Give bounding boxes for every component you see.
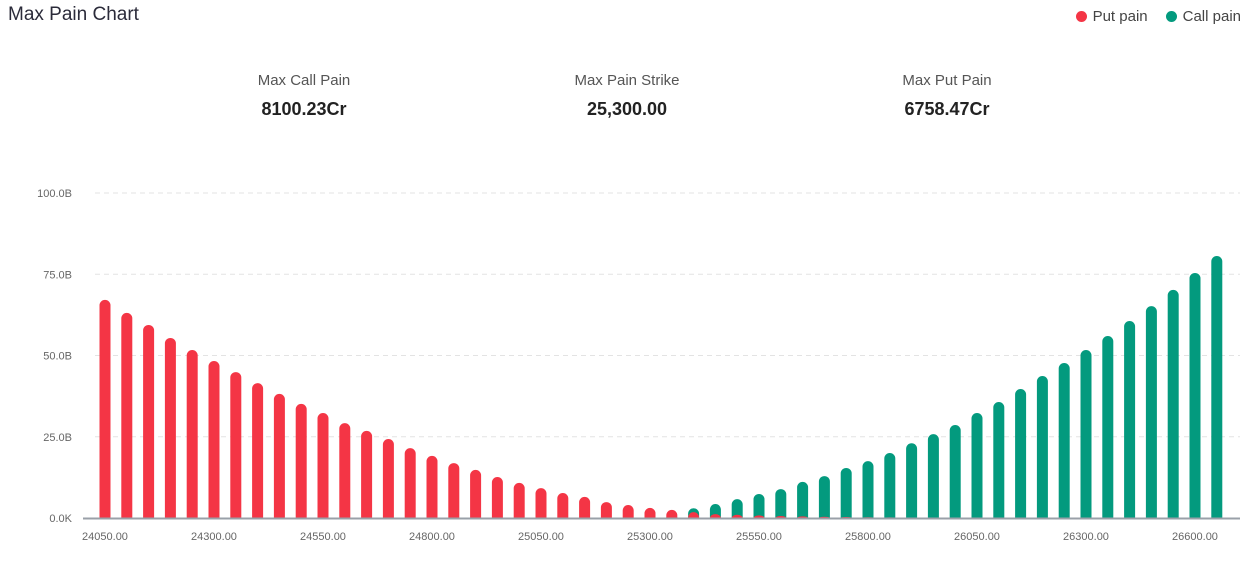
put-dot-icon bbox=[1075, 11, 1087, 22]
y-tick-label: 100.0B bbox=[37, 188, 72, 200]
put-pain-bar bbox=[273, 393, 285, 518]
call-pain-bar bbox=[1102, 336, 1114, 518]
stat-value: 25,300.00 bbox=[586, 99, 668, 119]
legend-item-call[interactable]: Call pain bbox=[1165, 8, 1241, 25]
call-pain-bar bbox=[949, 425, 961, 518]
put-pain-bar bbox=[99, 299, 111, 518]
y-tick-label: 25.0B bbox=[43, 432, 72, 444]
x-tick-label: 26600.00 bbox=[1172, 531, 1218, 543]
put-pain-bar bbox=[361, 430, 373, 518]
stat-label: Max Put Pain bbox=[902, 72, 992, 89]
stat-label: Max Call Pain bbox=[257, 72, 351, 89]
put-pain-bar bbox=[600, 502, 612, 518]
put-pain-bar bbox=[731, 514, 743, 518]
call-pain-bar bbox=[1124, 321, 1136, 518]
call-pain-bar bbox=[797, 481, 809, 518]
put-pain-bar bbox=[382, 439, 394, 518]
put-pain-bar bbox=[622, 505, 634, 518]
call-pain-bar bbox=[1189, 272, 1201, 518]
call-pain-bar bbox=[818, 476, 830, 518]
put-pain-bar bbox=[688, 512, 700, 518]
stat-label: Max Pain Strike bbox=[574, 72, 680, 89]
legend-label: Put pain bbox=[1092, 8, 1148, 25]
put-pain-bar bbox=[491, 477, 503, 518]
call-pain-bar bbox=[884, 453, 896, 518]
x-tick-label: 26300.00 bbox=[1063, 531, 1109, 543]
call-pain-bar bbox=[1036, 375, 1048, 518]
call-pain-bar bbox=[840, 467, 852, 518]
call-pain-bar bbox=[862, 461, 874, 518]
page-title: Max Pain Chart bbox=[8, 4, 139, 25]
x-tick-label: 24550.00 bbox=[300, 531, 346, 543]
call-pain-bar bbox=[1058, 362, 1070, 518]
put-pain-bar bbox=[121, 312, 133, 518]
put-pain-bar bbox=[666, 509, 678, 518]
put-pain-bar bbox=[644, 507, 656, 518]
put-pain-bar bbox=[579, 496, 591, 518]
put-pain-bar bbox=[709, 514, 721, 518]
stat-value: 6758.47Cr bbox=[904, 99, 990, 119]
x-tick-label: 24300.00 bbox=[191, 531, 237, 543]
put-pain-bar bbox=[557, 492, 569, 518]
put-pain-bar bbox=[143, 324, 155, 518]
stat-value: 8100.23Cr bbox=[261, 99, 347, 119]
call-pain-bar bbox=[906, 443, 918, 518]
y-tick-label: 0.0K bbox=[49, 513, 72, 525]
call-pain-bar bbox=[753, 493, 765, 518]
call-pain-bar bbox=[1167, 289, 1179, 518]
put-pain-bar bbox=[186, 349, 198, 518]
put-pain-bar bbox=[317, 413, 329, 518]
put-pain-bar bbox=[513, 482, 525, 518]
call-dot-icon bbox=[1165, 11, 1177, 22]
call-pain-bar bbox=[1211, 256, 1223, 518]
stat-max-put-pain: Max Put Pain 6758.47Cr bbox=[827, 72, 1067, 120]
put-pain-bar bbox=[535, 488, 547, 518]
call-pain-bar bbox=[971, 413, 983, 518]
put-pain-bar bbox=[404, 448, 416, 518]
stat-max-pain-strike: Max Pain Strike 25,300.00 bbox=[507, 72, 747, 120]
put-pain-bar bbox=[470, 469, 482, 518]
y-tick-label: 50.0B bbox=[43, 351, 72, 363]
call-pain-bar bbox=[775, 489, 787, 518]
put-pain-bar bbox=[208, 361, 220, 518]
x-tick-label: 26050.00 bbox=[954, 531, 1000, 543]
call-pain-bar bbox=[1015, 388, 1027, 518]
call-pain-bar bbox=[1080, 349, 1092, 518]
x-tick-label: 25050.00 bbox=[518, 531, 564, 543]
y-tick-label: 75.0B bbox=[43, 269, 72, 281]
call-pain-bar bbox=[927, 434, 939, 518]
legend-label: Call pain bbox=[1182, 8, 1241, 25]
x-tick-label: 25550.00 bbox=[736, 531, 782, 543]
put-pain-bar bbox=[753, 515, 765, 518]
legend-item-put[interactable]: Put pain bbox=[1075, 8, 1148, 25]
put-pain-bar bbox=[448, 463, 460, 518]
call-pain-bar bbox=[731, 499, 743, 518]
put-pain-bar bbox=[230, 372, 242, 518]
call-pain-bar bbox=[709, 504, 721, 518]
call-pain-bar bbox=[993, 401, 1005, 518]
x-tick-label: 25300.00 bbox=[627, 531, 673, 543]
put-pain-bar bbox=[295, 403, 307, 518]
put-pain-bar bbox=[339, 423, 351, 518]
x-tick-label: 24050.00 bbox=[82, 531, 128, 543]
stat-max-call-pain: Max Call Pain 8100.23Cr bbox=[184, 72, 424, 120]
put-pain-bar bbox=[252, 383, 264, 518]
put-pain-bar bbox=[164, 337, 176, 518]
x-tick-label: 25800.00 bbox=[845, 531, 891, 543]
x-tick-label: 24800.00 bbox=[409, 531, 455, 543]
put-pain-bar bbox=[426, 455, 438, 518]
call-pain-bar bbox=[1145, 306, 1157, 518]
chart-legend: Put pain Call pain bbox=[1075, 8, 1241, 25]
